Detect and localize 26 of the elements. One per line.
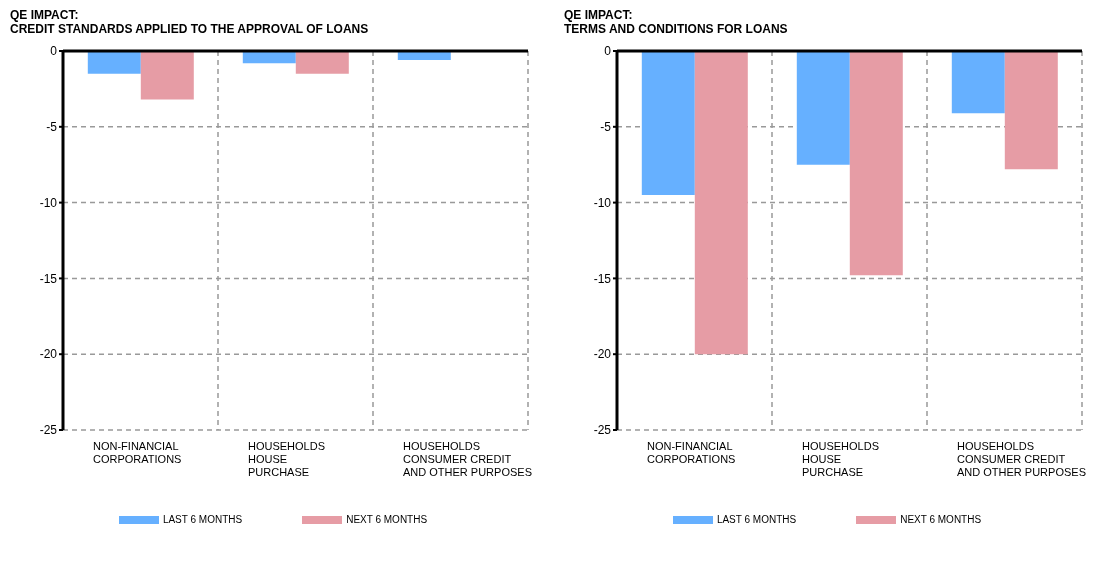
y-tick-label: 0 bbox=[604, 44, 612, 59]
x-tick-label: HOUSEHOLDS HOUSE PURCHASE bbox=[248, 440, 326, 478]
y-tick-label: -20 bbox=[39, 347, 58, 362]
y-tick-label: -25 bbox=[593, 423, 612, 438]
y-tick-label: 0 bbox=[50, 44, 58, 59]
y-tick-label: -10 bbox=[39, 195, 58, 210]
chart-title: QE IMPACT: bbox=[9, 8, 80, 22]
legend-label: NEXT 6 MONTHS bbox=[900, 514, 982, 525]
x-tick-label: NON-FINANCIAL CORPORATIONS bbox=[647, 440, 736, 465]
legend-label: NEXT 6 MONTHS bbox=[346, 514, 428, 525]
chart-subtitle: TERMS AND CONDITIONS FOR LOANS bbox=[563, 22, 789, 36]
x-tick-label: HOUSEHOLDS HOUSE PURCHASE bbox=[802, 440, 880, 478]
y-tick-label: -5 bbox=[600, 120, 612, 135]
y-tick-label: -20 bbox=[593, 347, 612, 362]
chart-title: QE IMPACT: bbox=[563, 8, 634, 22]
legend-label: LAST 6 MONTHS bbox=[162, 514, 243, 525]
y-tick-label: -25 bbox=[39, 423, 58, 438]
y-tick-label: -5 bbox=[46, 120, 58, 135]
x-tick-label: NON-FINANCIAL CORPORATIONS bbox=[93, 440, 182, 465]
y-tick-label: -15 bbox=[593, 271, 612, 286]
x-tick-label: HOUSEHOLDS CONSUMER CREDIT AND OTHER PURPOSES bbox=[957, 440, 1086, 478]
legend-label: LAST 6 MONTHS bbox=[716, 514, 797, 525]
chart-subtitle: CREDIT STANDARDS APPLIED TO THE APPROVAL OF LOANS bbox=[9, 22, 370, 36]
y-tick-label: -15 bbox=[39, 271, 58, 286]
y-tick-label: -10 bbox=[593, 195, 612, 210]
x-tick-label: HOUSEHOLDS CONSUMER CREDIT AND OTHER PURPOSES bbox=[403, 440, 532, 478]
